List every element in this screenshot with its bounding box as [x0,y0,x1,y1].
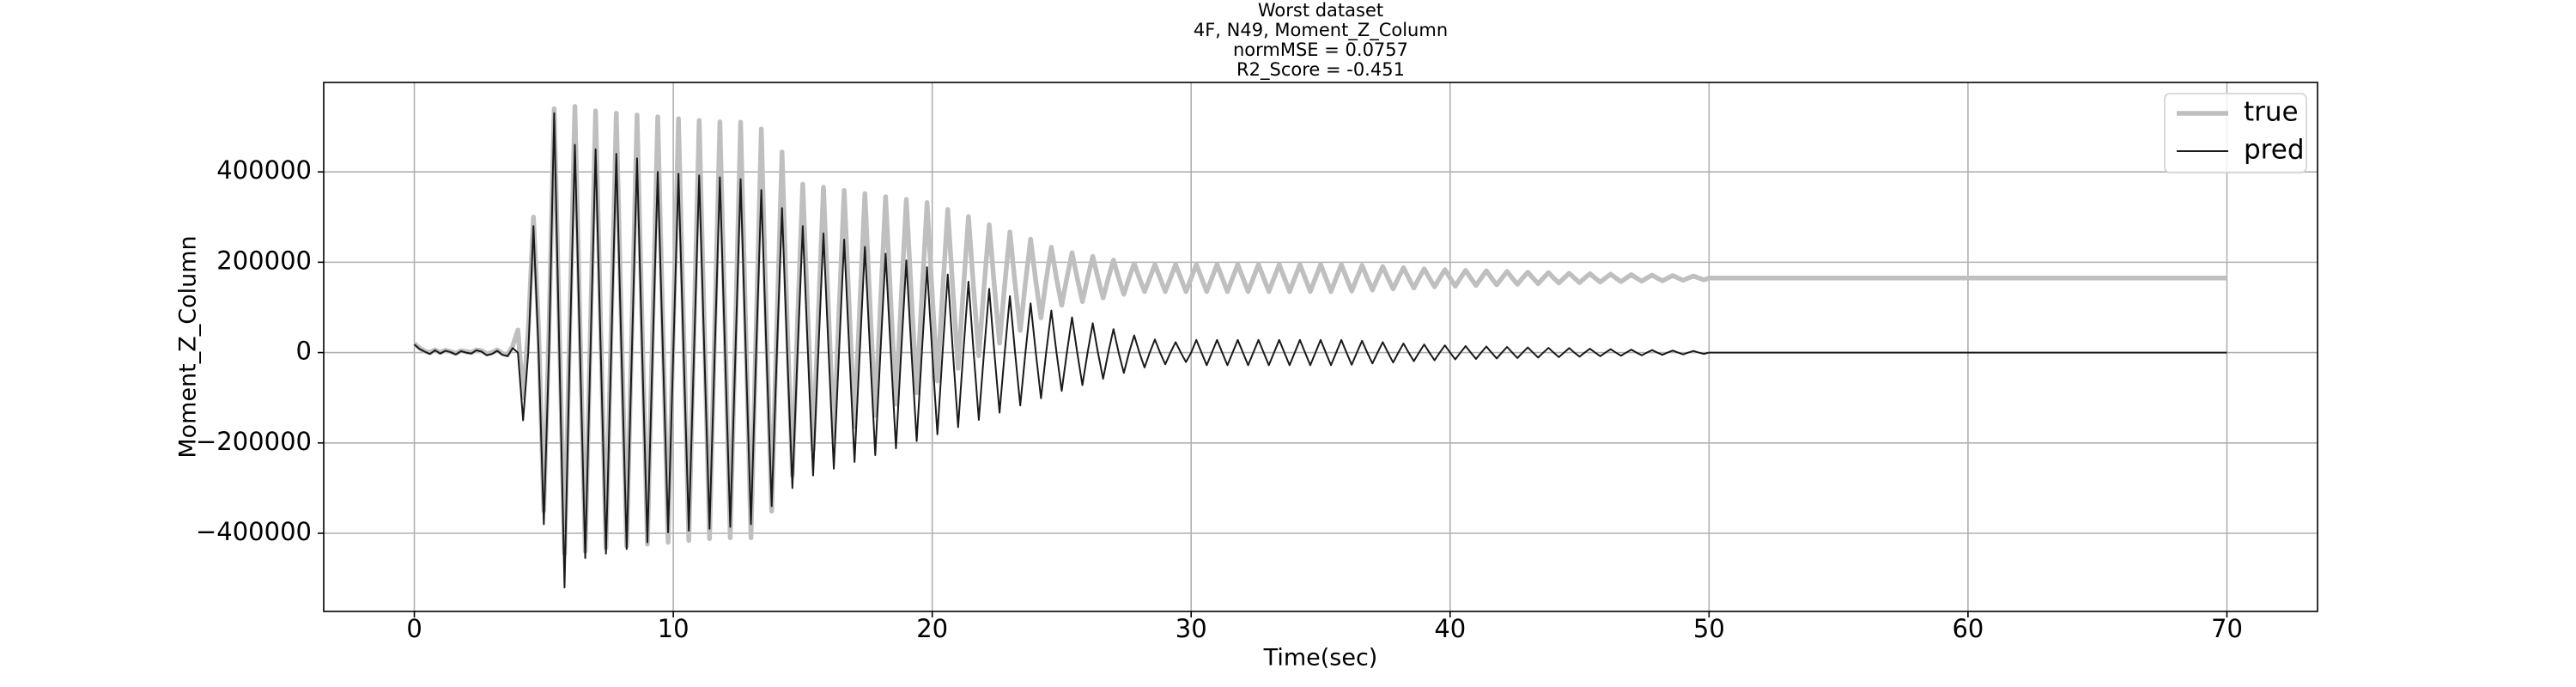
chart-subtitle: 4F, N49, Moment_Z_Column [1194,20,1448,41]
plot-frame [323,82,2318,612]
y-axis-label: Moment_Z_Column [175,235,202,458]
chart-title: Worst dataset [1258,0,1383,21]
y-tick-label: 200000 [216,246,312,275]
x-tick-label: 60 [1952,614,1984,643]
y-tick-label: −400000 [196,517,312,546]
y-tick-label: 0 [296,337,312,366]
x-tick-label: 40 [1434,614,1466,643]
data-line [413,112,2227,589]
y-tick-label: −200000 [196,427,312,456]
chart-subtitle: R2_Score = -0.451 [1236,59,1405,81]
x-tick-label: 70 [2211,614,2243,643]
x-tick-label: 50 [1693,614,1725,643]
y-tick-label: 400000 [216,155,312,185]
legend-label: pred [2244,135,2305,166]
x-tick-label: 0 [406,614,422,643]
legend-label: true [2244,97,2299,128]
x-tick-label: 20 [916,614,948,643]
legend: true pred [2164,93,2307,173]
x-tick-label: 30 [1176,614,1207,643]
x-tick-label: 10 [658,614,690,643]
x-axis-label: Time(sec) [1263,645,1378,672]
data-line [412,104,2227,556]
chart-subtitle: normMSE = 0.0757 [1233,40,1408,60]
